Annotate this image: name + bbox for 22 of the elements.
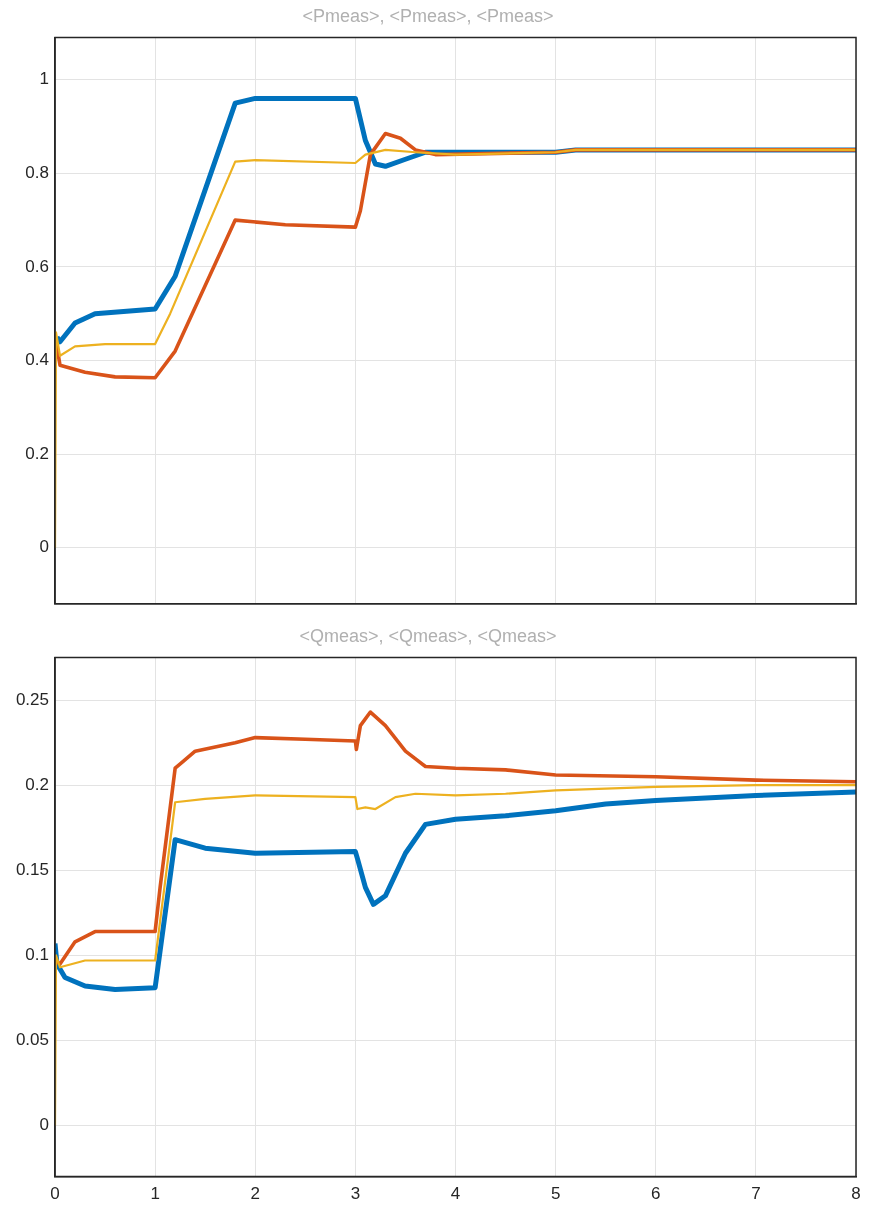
y-tick-label: 0 <box>39 537 49 557</box>
y-tick-label: 0.2 <box>25 443 49 463</box>
x-tick-label: 8 <box>851 1184 861 1204</box>
y-tick-label: 0.15 <box>15 859 49 879</box>
y-tick-label: 0.05 <box>15 1030 49 1050</box>
x-tick-label: 4 <box>450 1184 461 1204</box>
x-tick-label: 6 <box>651 1184 661 1204</box>
y-tick-label: 0.8 <box>25 162 49 182</box>
x-tick-label: 5 <box>550 1184 561 1204</box>
x-tick-label: 7 <box>751 1184 761 1204</box>
y-tick-label: 0.25 <box>15 689 49 709</box>
y-tick-label: 0.4 <box>25 350 49 370</box>
x-tick-label: 2 <box>250 1184 260 1204</box>
x-tick-label: 3 <box>350 1184 361 1204</box>
x-tick-label: 1 <box>150 1184 160 1204</box>
y-tick-label: 0.1 <box>25 945 49 965</box>
chart-title: <Pmeas>, <Pmeas>, <Pmeas> <box>302 5 554 26</box>
y-tick-label: 1 <box>39 69 49 89</box>
y-tick-label: 0 <box>39 1115 49 1135</box>
y-tick-label: 0.6 <box>25 256 49 276</box>
y-tick-label: 0.2 <box>25 774 49 794</box>
chart-title: <Qmeas>, <Qmeas>, <Qmeas> <box>299 625 557 646</box>
